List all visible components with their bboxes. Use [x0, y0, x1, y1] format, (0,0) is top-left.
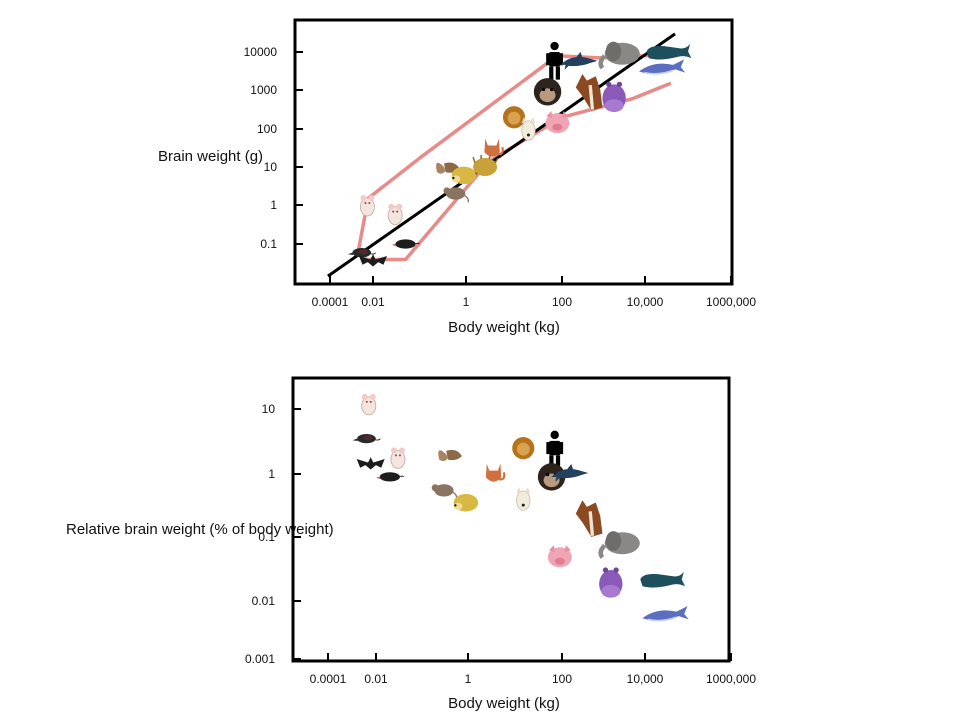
y-tick-label: 100 [257, 122, 277, 136]
mole-icon [375, 471, 404, 483]
chimpanzee-icon [533, 78, 562, 106]
y-axis-label: Relative brain weight (% of body weight) [66, 521, 334, 538]
y-tick-label: 1000 [250, 83, 277, 97]
horse-icon [573, 72, 605, 112]
x-tick-label: 0.01 [361, 295, 385, 309]
human-icon [546, 430, 564, 469]
x-tick-label: 0.01 [364, 672, 388, 686]
data-points [352, 393, 690, 622]
horse-icon [573, 498, 605, 539]
hippopotamus-icon [599, 567, 623, 598]
plot-frame [291, 376, 731, 663]
plot-frame [293, 18, 734, 286]
squirrel-icon [438, 449, 462, 462]
shrew-icon [352, 433, 381, 445]
y-axis-label: Brain weight (g) [158, 148, 263, 165]
y-tick-label: 10000 [244, 45, 278, 59]
y-tick-label: 10 [264, 160, 278, 174]
y-tick-label: 1 [268, 467, 275, 481]
y-tick-label: 0.1 [260, 237, 277, 251]
blue-whale-icon [638, 58, 687, 75]
human-icon [546, 41, 563, 80]
x-axis-label: Body weight (kg) [448, 695, 560, 712]
white-mouse-icon [387, 203, 403, 226]
hedgehog-icon [453, 493, 479, 512]
lion-icon [512, 437, 535, 460]
envelope-lines [356, 50, 672, 262]
bat-icon [356, 457, 385, 470]
cat-icon [482, 137, 505, 159]
dog-icon [515, 487, 531, 511]
x-tick-label: 10,000 [627, 672, 664, 686]
y-tick-label: 10 [262, 402, 276, 416]
x-tick-label: 10,000 [627, 295, 664, 309]
regression-line [327, 32, 676, 278]
axes-ticks [293, 408, 732, 661]
white-mouse-icon [361, 393, 377, 416]
y-tick-label: 0.1 [258, 530, 275, 544]
relative-brain-weight-chart: 0.0001 0.01 1 100 10,000 1000,000 0.0010.010.… [66, 376, 757, 712]
x-tick-label: 1 [463, 295, 470, 309]
y-tick-labels: 0.1 1 10 100 1000 10000 [244, 45, 278, 251]
brain-weight-chart: 0.0001 0.01 1 100 10,000 1000,000 0.1 1 10 100 10… [158, 18, 757, 336]
lion-icon [502, 106, 526, 129]
dog-icon [521, 117, 536, 141]
x-tick-label: 100 [552, 295, 572, 309]
pig-icon [545, 111, 570, 134]
shrew-icon [347, 247, 376, 259]
rat-icon [430, 483, 458, 501]
white-mouse-icon [390, 446, 406, 469]
blue-whale-icon [641, 605, 690, 622]
x-tick-label: 0.0001 [310, 672, 347, 686]
x-tick-labels: 0.0001 0.01 1 100 10,000 1000,000 [310, 672, 757, 686]
x-tick-label: 100 [552, 672, 572, 686]
regression-line-path [327, 32, 676, 278]
x-tick-labels: 0.0001 0.01 1 100 10,000 1000,000 [312, 295, 757, 309]
y-tick-label: 1 [270, 198, 277, 212]
x-axis-label: Body weight (kg) [448, 319, 560, 336]
white-mouse-icon [359, 194, 376, 217]
x-tick-label: 1000,000 [706, 295, 756, 309]
x-tick-label: 1000,000 [706, 672, 756, 686]
sperm-whale-icon [640, 571, 686, 588]
sperm-whale-icon [646, 43, 692, 60]
x-tick-label: 0.0001 [312, 295, 349, 309]
axes-ticks [295, 51, 732, 284]
elephant-icon [601, 531, 640, 557]
data-points [347, 41, 692, 267]
y-tick-labels: 0.001 0.01 0.1 1 10 [245, 402, 275, 666]
hedgehog-icon [451, 166, 477, 185]
hippopotamus-icon [602, 81, 626, 112]
y-tick-label: 0.001 [245, 652, 275, 666]
y-tick-label: 0.01 [252, 594, 276, 608]
x-tick-label: 1 [465, 672, 472, 686]
cat-icon [484, 462, 506, 484]
pig-icon [547, 545, 572, 568]
